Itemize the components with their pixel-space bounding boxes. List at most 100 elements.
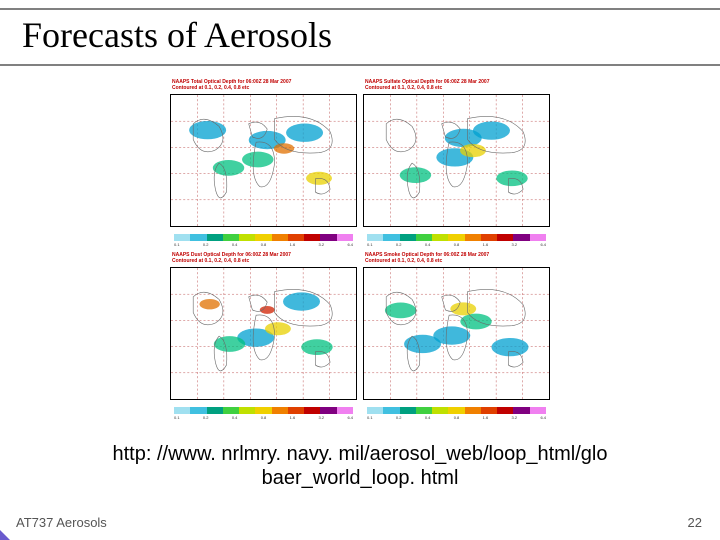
- colorbar-label: 0.8: [454, 415, 460, 420]
- colorbar-segment: [255, 234, 271, 241]
- colorbar-segment: [530, 407, 546, 414]
- colorbar-segment: [320, 234, 336, 241]
- colorbar-segment: [481, 234, 497, 241]
- charts-grid: NAAPS Total Optical Depth for 06:00Z 28 …: [170, 80, 550, 420]
- colorbar-segment: [513, 407, 529, 414]
- colorbar-segment: [367, 407, 383, 414]
- colorbar-label: 1.6: [290, 415, 296, 420]
- world-map: [363, 94, 550, 227]
- colorbar-label: 1.6: [290, 242, 296, 247]
- colorbar-label: 0.1: [174, 242, 180, 247]
- colorbar-label: 3.2: [319, 242, 325, 247]
- colorbar-segment: [207, 234, 223, 241]
- colorbar-segment: [239, 407, 255, 414]
- colorbar-label: 6.4: [540, 415, 546, 420]
- colorbar-label: 6.4: [347, 415, 353, 420]
- colorbar-segment: [304, 407, 320, 414]
- colorbar-segment: [190, 407, 206, 414]
- colorbar-segment: [416, 407, 432, 414]
- colorbar: [174, 407, 353, 414]
- colorbar: [367, 234, 546, 241]
- colorbar-label: 0.2: [203, 242, 209, 247]
- colorbar-segment: [174, 407, 190, 414]
- colorbar-label: 0.8: [261, 415, 267, 420]
- colorbar-label: 0.8: [454, 242, 460, 247]
- colorbar-segment: [207, 407, 223, 414]
- colorbar-segment: [304, 234, 320, 241]
- page-number: 22: [688, 515, 702, 530]
- colorbar-segment: [400, 407, 416, 414]
- colorbar-segment: [190, 234, 206, 241]
- colorbar-segment: [530, 234, 546, 241]
- colorbar-label: 3.2: [512, 415, 518, 420]
- chart-title: NAAPS Total Optical Depth for 06:00Z 28 …: [172, 80, 291, 91]
- colorbar-segment: [448, 407, 464, 414]
- colorbar: [367, 407, 546, 414]
- colorbar-segment: [465, 234, 481, 241]
- chart-panel: NAAPS Smoke Optical Depth for 06:00Z 28 …: [363, 253, 550, 420]
- colorbar-segment: [320, 407, 336, 414]
- colorbar-label: 0.1: [367, 242, 373, 247]
- colorbar-segment: [174, 234, 190, 241]
- colorbar-label: 0.4: [425, 415, 431, 420]
- colorbar-label: 0.4: [232, 242, 238, 247]
- colorbar-labels: 0.1 0.2 0.4 0.8 1.6 3.2 6.4: [174, 242, 353, 247]
- colorbar-label: 6.4: [347, 242, 353, 247]
- colorbar-label: 0.4: [232, 415, 238, 420]
- colorbar-segment: [239, 234, 255, 241]
- colorbar-segment: [383, 407, 399, 414]
- colorbar-label: 6.4: [540, 242, 546, 247]
- source-url: http: //www. nrlmry. navy. mil/aerosol_w…: [60, 442, 660, 490]
- colorbar-segment: [288, 407, 304, 414]
- colorbar-segment: [223, 407, 239, 414]
- colorbar-segment: [448, 234, 464, 241]
- colorbar: [174, 234, 353, 241]
- colorbar-label: 1.6: [483, 415, 489, 420]
- colorbar-segment: [497, 407, 513, 414]
- colorbar-labels: 0.1 0.2 0.4 0.8 1.6 3.2 6.4: [367, 415, 546, 420]
- url-line-1: http: //www. nrlmry. navy. mil/aerosol_w…: [112, 443, 607, 465]
- chart-title: NAAPS Smoke Optical Depth for 06:00Z 28 …: [365, 253, 489, 264]
- colorbar-label: 0.2: [396, 415, 402, 420]
- colorbar-label: 1.6: [483, 242, 489, 247]
- colorbar-label: 3.2: [512, 242, 518, 247]
- colorbar-segment: [255, 407, 271, 414]
- chart-title: NAAPS Sulfate Optical Depth for 06:00Z 2…: [365, 80, 489, 91]
- colorbar-segment: [272, 234, 288, 241]
- colorbar-label: 0.1: [174, 415, 180, 420]
- title-rule-bottom: [0, 64, 720, 66]
- slide-title: Forecasts of Aerosols: [22, 14, 332, 56]
- colorbar-labels: 0.1 0.2 0.4 0.8 1.6 3.2 6.4: [174, 415, 353, 420]
- footer-course: AT737 Aerosols: [16, 515, 107, 530]
- colorbar-label: 0.8: [261, 242, 267, 247]
- colorbar-segment: [465, 407, 481, 414]
- colorbar-segment: [272, 407, 288, 414]
- colorbar-segment: [383, 234, 399, 241]
- url-line-2: baer_world_loop. html: [262, 467, 459, 489]
- colorbar-segment: [432, 234, 448, 241]
- colorbar-segment: [367, 234, 383, 241]
- world-map: [170, 267, 357, 400]
- chart-title: NAAPS Dust Optical Depth for 06:00Z 28 M…: [172, 253, 291, 264]
- colorbar-segment: [416, 234, 432, 241]
- colorbar-segment: [400, 234, 416, 241]
- colorbar-segment: [337, 407, 353, 414]
- colorbar-label: 0.2: [396, 242, 402, 247]
- colorbar-segment: [432, 407, 448, 414]
- world-map: [170, 94, 357, 227]
- colorbar-segment: [337, 234, 353, 241]
- colorbar-label: 0.2: [203, 415, 209, 420]
- world-map: [363, 267, 550, 400]
- colorbar-segment: [288, 234, 304, 241]
- colorbar-label: 3.2: [319, 415, 325, 420]
- colorbar-segment: [223, 234, 239, 241]
- colorbar-segment: [481, 407, 497, 414]
- colorbar-label: 0.4: [425, 242, 431, 247]
- title-rule-top: [0, 8, 720, 10]
- colorbar-segment: [513, 234, 529, 241]
- chart-panel: NAAPS Sulfate Optical Depth for 06:00Z 2…: [363, 80, 550, 247]
- chart-panel: NAAPS Total Optical Depth for 06:00Z 28 …: [170, 80, 357, 247]
- colorbar-labels: 0.1 0.2 0.4 0.8 1.6 3.2 6.4: [367, 242, 546, 247]
- colorbar-label: 0.1: [367, 415, 373, 420]
- corner-accent: [0, 530, 10, 540]
